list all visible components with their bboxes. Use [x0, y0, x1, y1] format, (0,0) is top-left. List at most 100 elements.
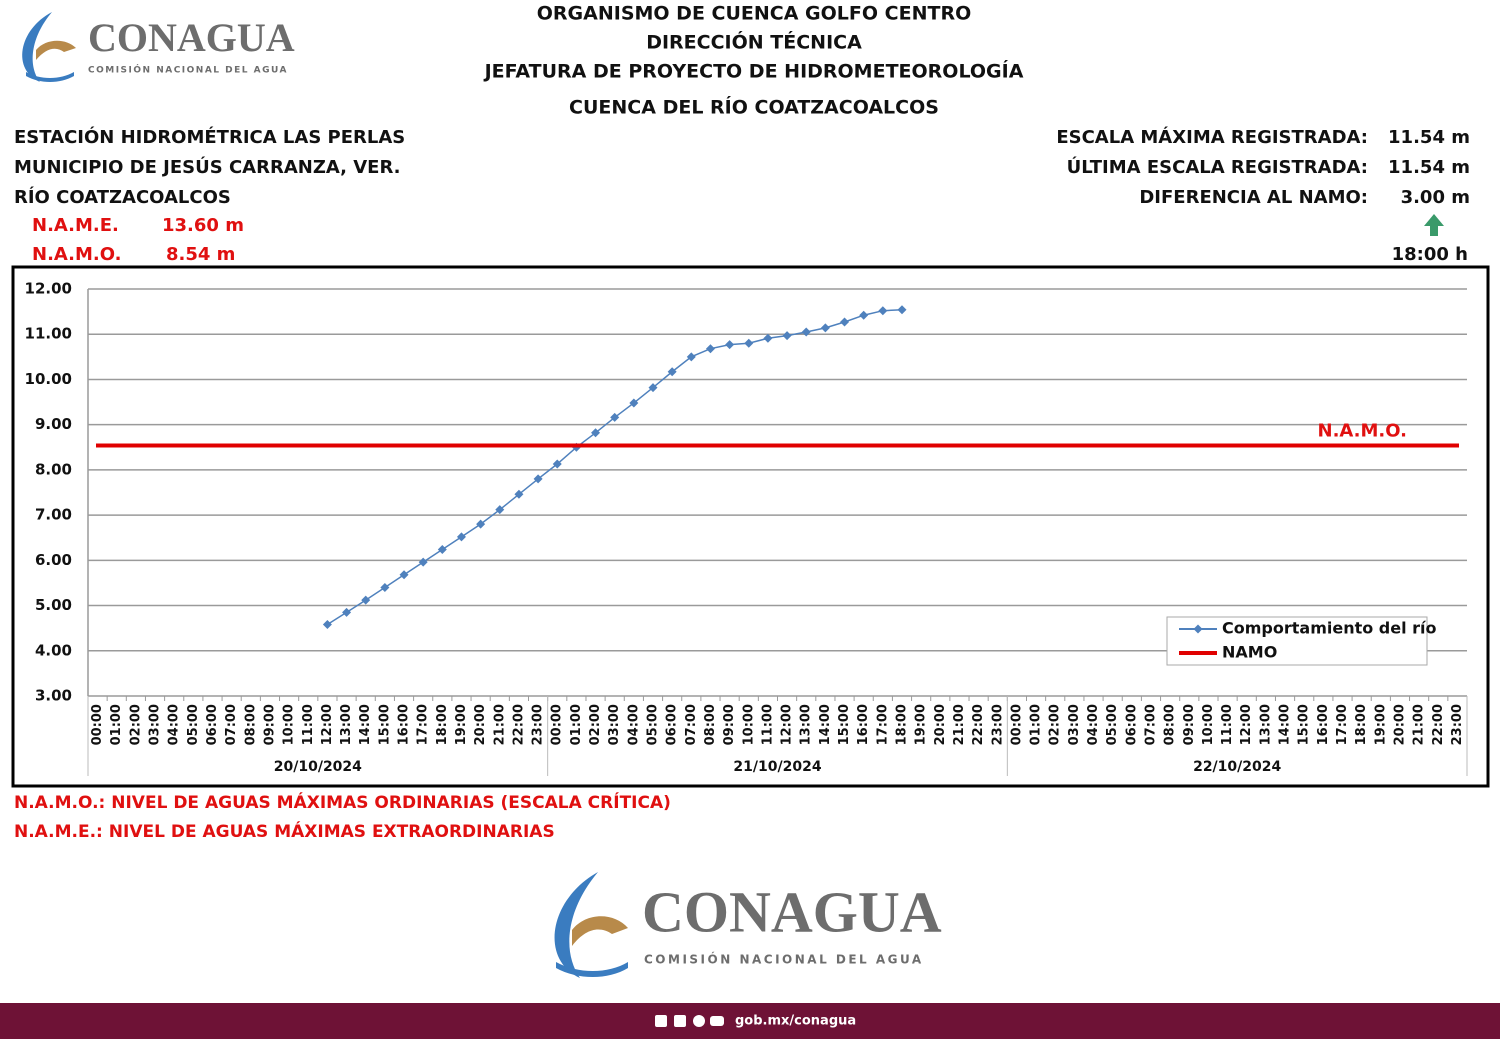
x-tick-label: 16:00	[856, 704, 871, 745]
x-tick-label: 07:00	[1143, 704, 1158, 745]
stat-value: 11.54 m	[1388, 127, 1470, 148]
point	[476, 519, 486, 529]
note: N.A.M.O.: NIVEL DE AGUAS MÁXIMAS ORDINAR…	[14, 791, 671, 813]
stat-value: 3.00 m	[1401, 187, 1470, 208]
stat-label: DIFERENCIA AL NAMO:	[1139, 187, 1368, 208]
point	[533, 474, 543, 484]
x-tick-label: 06:00	[1124, 704, 1139, 745]
level-value: 13.60 m	[162, 215, 244, 236]
point	[456, 532, 466, 542]
point	[514, 489, 524, 499]
stat-label: ÚLTIMA ESCALA REGISTRADA:	[1067, 156, 1368, 178]
x-tick-label: 10:00	[1201, 704, 1216, 745]
x-tick-label: 13:00	[1258, 704, 1273, 745]
x-tick-label: 03:00	[1067, 704, 1082, 745]
x-tick-label: 22:00	[971, 704, 986, 745]
x-tick-label: 10:00	[741, 704, 756, 745]
point	[820, 323, 830, 333]
x-tick-label: 09:00	[722, 704, 737, 745]
x-tick-label: 00:00	[1009, 704, 1024, 745]
x-tick-label: 16:00	[397, 704, 412, 745]
x-tick-label: 12:00	[1239, 704, 1254, 745]
x-tick-label: 01:00	[569, 704, 584, 745]
x-tick-label: 08:00	[1163, 704, 1178, 745]
x-tick-label: 15:00	[377, 704, 392, 745]
x-tick-label: 12:00	[320, 704, 335, 745]
y-tick-label: 9.00	[35, 415, 72, 433]
point	[380, 582, 390, 592]
point	[399, 570, 409, 580]
point	[591, 428, 601, 438]
point	[629, 398, 639, 408]
x-tick-label: 20:00	[933, 704, 948, 745]
x-tick-label: 10:00	[282, 704, 297, 745]
point	[801, 327, 811, 337]
point	[840, 317, 850, 327]
group-label: 20/10/2024	[274, 759, 362, 775]
x-tick-label: 21:00	[1412, 704, 1427, 745]
note: N.A.M.E.: NIVEL DE AGUAS MÁXIMAS EXTRAOR…	[14, 820, 555, 842]
station-line: RÍO COATZACOALCOS	[14, 186, 231, 208]
point	[322, 620, 332, 630]
chart-frame	[11, 265, 1490, 788]
x-tick-label: 02:00	[128, 704, 143, 745]
x-tick-label: 15:00	[1297, 704, 1312, 745]
point	[725, 340, 735, 350]
x-tick-label: 08:00	[703, 704, 718, 745]
x-tick-label: 09:00	[1182, 704, 1197, 745]
point	[686, 352, 696, 362]
point	[610, 412, 620, 422]
x-tick-label: 18:00	[435, 704, 450, 745]
x-tick-label: 12:00	[780, 704, 795, 745]
y-tick-label: 12.00	[25, 280, 72, 298]
x-tick-label: 19:00	[454, 704, 469, 745]
x-tick-label: 22:00	[1431, 704, 1446, 745]
x-tick-label: 00:00	[90, 704, 105, 745]
x-tick-label: 07:00	[684, 704, 699, 745]
x-tick-label: 07:00	[224, 704, 239, 745]
x-tick-label: 13:00	[339, 704, 354, 745]
y-tick-label: 6.00	[35, 551, 72, 569]
x-tick-label: 05:00	[646, 704, 661, 745]
point	[859, 310, 869, 320]
x-tick-label: 11:00	[760, 704, 775, 745]
stat-label: ESCALA MÁXIMA REGISTRADA:	[1056, 126, 1368, 148]
point	[361, 595, 371, 605]
x-tick-label: 16:00	[1316, 704, 1331, 745]
x-tick-label: 20:00	[473, 704, 488, 745]
level-value: 8.54 m	[166, 244, 235, 265]
y-tick-label: 3.00	[35, 687, 72, 705]
legend-marker	[1193, 624, 1203, 634]
point	[897, 305, 907, 315]
x-tick-label: 20:00	[1392, 704, 1407, 745]
y-tick-label: 11.00	[25, 325, 72, 343]
x-tick-label: 14:00	[818, 704, 833, 745]
footer-url: gob.mx/conagua	[735, 1014, 856, 1029]
point	[648, 383, 658, 393]
up-arrow	[1424, 214, 1444, 236]
brand-sub: COMISIÓN NACIONAL DEL AGUA	[644, 952, 924, 967]
point	[552, 459, 562, 469]
x-tick-label: 22:00	[511, 704, 526, 745]
title-line: CUENCA DEL RÍO COATZACOALCOS	[569, 96, 939, 119]
point	[705, 344, 715, 354]
x-tick-label: 19:00	[1373, 704, 1388, 745]
x-tick-label: 19:00	[914, 704, 929, 745]
x-tick-label: 13:00	[799, 704, 814, 745]
x-tick-label: 02:00	[1048, 704, 1063, 745]
stat-value: 11.54 m	[1388, 157, 1470, 178]
x-tick-label: 04:00	[167, 704, 182, 745]
x-tick-label: 23:00	[531, 704, 546, 745]
x-tick-label: 01:00	[1029, 704, 1044, 745]
point	[418, 557, 428, 567]
x-tick-label: 14:00	[1278, 704, 1293, 745]
time: 18:00 h	[1392, 244, 1468, 265]
point	[782, 331, 792, 341]
x-tick-label: 04:00	[626, 704, 641, 745]
legend-box	[1166, 616, 1428, 666]
x-tick-label: 17:00	[416, 704, 431, 745]
x-tick-label: 11:00	[301, 704, 316, 745]
y-tick-label: 8.00	[35, 460, 72, 478]
title-line: ORGANISMO DE CUENCA GOLFO CENTRO	[537, 3, 971, 25]
